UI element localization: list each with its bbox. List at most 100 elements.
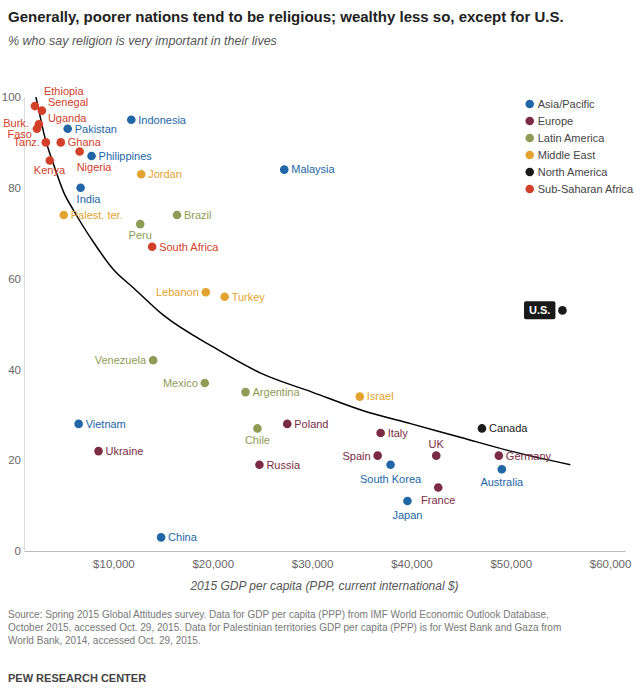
point bbox=[241, 388, 250, 397]
point-label: Venezuela bbox=[95, 354, 147, 366]
x-tick-label: $40,000 bbox=[391, 558, 433, 570]
point-label: UK bbox=[429, 438, 445, 450]
point-label: Kenya bbox=[34, 164, 66, 176]
point-label: France bbox=[421, 494, 455, 506]
point-label: Ukraine bbox=[106, 445, 144, 457]
x-axis: $10,000 $20,000 $30,000 $40,000 $50,000 $60,0… bbox=[25, 551, 632, 570]
trend-line bbox=[36, 97, 570, 465]
point-label: Canada bbox=[489, 422, 528, 434]
x-tick: $50,000 bbox=[490, 551, 532, 570]
point bbox=[38, 106, 47, 115]
legend: Asia/Pacific Europe Latin America Middle Ea… bbox=[525, 98, 634, 195]
x-tick: $10,000 bbox=[93, 551, 135, 570]
point bbox=[403, 497, 412, 506]
point-label: Philippines bbox=[99, 150, 153, 162]
y-tick-label: 60 bbox=[8, 273, 21, 285]
source-note: Source: Spring 2015 Global Attitudes sur… bbox=[8, 609, 549, 620]
point-label: Russia bbox=[266, 459, 301, 471]
y-tick-label: 0 bbox=[15, 545, 21, 557]
point-label: Argentina bbox=[253, 386, 301, 398]
legend-label: Middle East bbox=[538, 149, 595, 161]
point-label: U.S. bbox=[529, 304, 550, 316]
y-tick: 0 bbox=[15, 545, 24, 557]
point bbox=[94, 447, 103, 456]
point-label: Uganda bbox=[48, 112, 87, 124]
point-label: India bbox=[77, 193, 102, 205]
point bbox=[59, 211, 68, 220]
point-label: South Africa bbox=[159, 241, 219, 253]
point-label: Ethiopia bbox=[44, 85, 85, 97]
x-tick: $60,000 bbox=[590, 551, 632, 570]
point-label: Israel bbox=[367, 390, 394, 402]
x-tick: $40,000 bbox=[391, 551, 433, 570]
chart-container: Generally, poorer nations tend to be rel… bbox=[0, 0, 640, 697]
point-labels: PakistanIndonesiaPhilippinesIndiaMalaysi… bbox=[3, 85, 555, 543]
point-label: Spain bbox=[343, 450, 371, 462]
y-tick: 80 bbox=[8, 182, 24, 194]
point bbox=[220, 292, 229, 301]
point bbox=[56, 138, 65, 147]
point bbox=[200, 379, 209, 388]
y-tick: 100 bbox=[2, 91, 24, 103]
legend-label: Latin America bbox=[538, 132, 606, 144]
subtitle: % who say religion is very important in … bbox=[8, 34, 277, 48]
x-axis-title: 2015 GDP per capita (PPP, current intern… bbox=[189, 579, 458, 593]
legend-label: North America bbox=[538, 166, 609, 178]
point bbox=[253, 424, 262, 433]
point bbox=[74, 420, 83, 429]
point-label: Palest. ter. bbox=[71, 209, 123, 221]
point bbox=[63, 124, 72, 133]
point bbox=[127, 115, 136, 124]
point-label: Vietnam bbox=[86, 418, 126, 430]
y-tick-label: 100 bbox=[2, 91, 21, 103]
x-tick: $30,000 bbox=[292, 551, 334, 570]
point-label: Pakistan bbox=[75, 123, 117, 135]
legend-label: Sub-Saharan Africa bbox=[538, 183, 634, 195]
point-label: Jordan bbox=[148, 168, 182, 180]
point bbox=[201, 288, 210, 297]
y-tick-label: 80 bbox=[8, 182, 21, 194]
x-tick-label: $30,000 bbox=[292, 558, 334, 570]
point-label: China bbox=[168, 531, 198, 543]
point bbox=[75, 147, 84, 156]
point bbox=[558, 306, 567, 315]
point bbox=[355, 392, 364, 401]
point bbox=[373, 451, 382, 460]
label-box bbox=[524, 301, 555, 319]
legend-marker bbox=[525, 134, 534, 143]
point bbox=[87, 152, 96, 161]
x-axis-line bbox=[25, 551, 626, 552]
point bbox=[495, 451, 504, 460]
point bbox=[376, 429, 385, 438]
point-label: Lebanon bbox=[156, 286, 199, 298]
point-label: Chile bbox=[245, 434, 270, 446]
legend-label: Europe bbox=[538, 115, 573, 127]
point bbox=[157, 533, 166, 542]
source-note: October 2015, accessed Oct. 29, 2015. Da… bbox=[8, 622, 561, 633]
point bbox=[498, 465, 507, 474]
x-tick: $20,000 bbox=[192, 551, 234, 570]
point bbox=[478, 424, 487, 433]
x-tick-label: $60,000 bbox=[590, 558, 632, 570]
point-label: Japan bbox=[392, 509, 422, 521]
point bbox=[173, 211, 182, 220]
point-label: Peru bbox=[129, 229, 152, 241]
chart-svg: Generally, poorer nations tend to be rel… bbox=[0, 0, 640, 697]
point-label: Indonesia bbox=[138, 114, 187, 126]
y-tick: 40 bbox=[8, 364, 24, 376]
y-axis: 0 20 40 60 80 100 bbox=[2, 91, 25, 557]
point bbox=[432, 451, 441, 460]
point bbox=[283, 420, 292, 429]
x-tick-label: $10,000 bbox=[93, 558, 135, 570]
point bbox=[148, 243, 157, 252]
title: Generally, poorer nations tend to be rel… bbox=[8, 8, 564, 25]
point-label: South Korea bbox=[360, 473, 422, 485]
point-label: Germany bbox=[506, 450, 552, 462]
legend-label: Asia/Pacific bbox=[538, 98, 595, 110]
point bbox=[280, 165, 289, 174]
point-label: Mexico bbox=[163, 377, 198, 389]
legend-marker bbox=[525, 185, 534, 194]
point bbox=[434, 483, 443, 492]
legend-marker bbox=[525, 100, 534, 109]
y-tick-label: 20 bbox=[8, 454, 21, 466]
